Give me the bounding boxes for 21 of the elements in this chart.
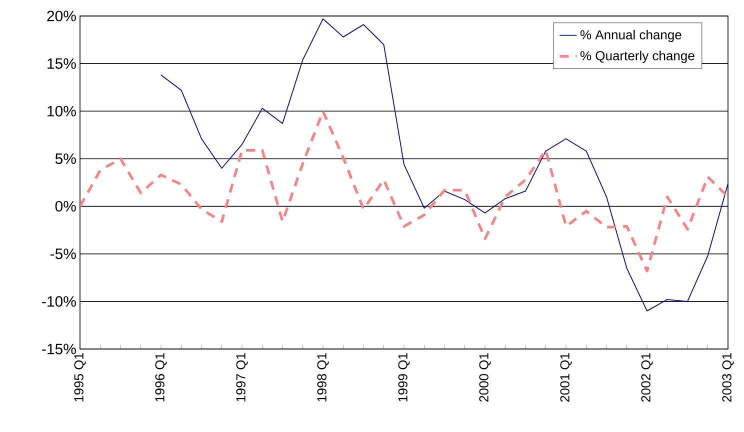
y-tick-label: 5% xyxy=(55,153,76,164)
x-tick-label: 1998 Q1 xyxy=(317,353,329,402)
legend-label: % Annual change xyxy=(580,30,682,42)
x-tick-label: 2000 Q1 xyxy=(479,353,491,402)
x-tick-label: 1999 Q1 xyxy=(398,353,410,402)
y-tick-label: 15% xyxy=(48,58,76,69)
y-tick-label: 0% xyxy=(55,200,76,212)
line-series xyxy=(160,18,728,312)
y-tick-label: 10% xyxy=(48,106,76,116)
y-tick-label: -15% xyxy=(42,344,76,354)
y-tick-label: 20% xyxy=(47,10,76,22)
x-tick-label: 2001 Q1 xyxy=(560,353,572,402)
x-tick-label: 2002 Q1 xyxy=(641,353,653,402)
x-tick-label: 2003 Q1 xyxy=(722,353,734,402)
legend-label: % Quarterly change xyxy=(580,50,694,63)
x-tick-label: 1997 Q1 xyxy=(236,353,248,402)
y-tick-label: -10% xyxy=(42,296,76,307)
x-tick-label: 1996 Q1 xyxy=(155,353,167,402)
x-tick-label: 1995 Q1 xyxy=(74,353,86,402)
line-series xyxy=(80,110,728,272)
y-tick-label: -5% xyxy=(50,248,76,260)
